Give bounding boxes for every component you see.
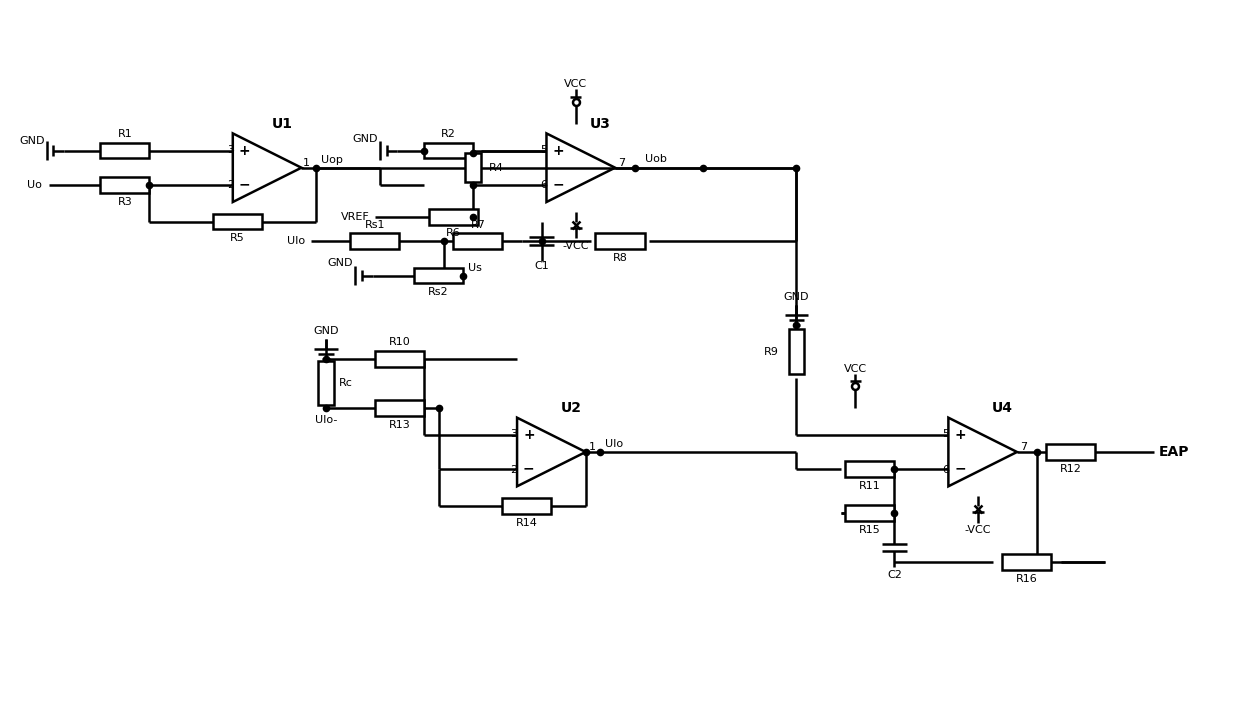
- Text: Uo: Uo: [27, 180, 42, 190]
- Text: 7: 7: [1021, 442, 1028, 452]
- Text: Us: Us: [467, 263, 482, 272]
- Text: GND: GND: [784, 292, 810, 302]
- Text: R16: R16: [1016, 574, 1038, 584]
- Bar: [789, 329, 805, 374]
- Text: 3: 3: [227, 145, 234, 155]
- Bar: [595, 234, 645, 249]
- Text: 7: 7: [619, 158, 625, 168]
- Text: VREF: VREF: [341, 212, 370, 222]
- Text: +: +: [553, 144, 564, 158]
- Text: R1: R1: [118, 129, 133, 139]
- Text: VCC: VCC: [843, 364, 867, 374]
- Text: R11: R11: [859, 481, 880, 491]
- Bar: [424, 143, 472, 158]
- Text: GND: GND: [352, 134, 378, 144]
- Text: U1: U1: [272, 117, 293, 131]
- Text: −: −: [523, 462, 534, 476]
- Bar: [846, 461, 894, 477]
- Bar: [502, 498, 552, 514]
- Text: Rc: Rc: [339, 378, 352, 389]
- Bar: [374, 400, 424, 416]
- Text: R2: R2: [441, 129, 456, 139]
- Bar: [846, 505, 894, 521]
- Text: UIo: UIo: [605, 439, 624, 449]
- Text: +: +: [523, 428, 534, 442]
- Text: GND: GND: [19, 136, 45, 146]
- Text: R6: R6: [446, 228, 461, 239]
- Text: C1: C1: [534, 260, 549, 271]
- Text: GND: GND: [314, 327, 339, 337]
- Text: Uob: Uob: [645, 154, 666, 164]
- Bar: [414, 268, 464, 284]
- Text: R9: R9: [764, 346, 779, 356]
- Text: 2: 2: [511, 465, 517, 474]
- Text: R15: R15: [859, 525, 880, 535]
- Bar: [429, 209, 477, 225]
- Text: C2: C2: [887, 570, 901, 580]
- Text: R4: R4: [489, 163, 503, 172]
- Text: Rs1: Rs1: [365, 220, 386, 230]
- Text: Uop: Uop: [321, 155, 343, 165]
- Text: R10: R10: [388, 337, 410, 347]
- Bar: [351, 234, 399, 249]
- Text: VCC: VCC: [564, 80, 588, 89]
- Text: +: +: [955, 428, 966, 442]
- Text: R3: R3: [118, 196, 133, 206]
- Text: 5: 5: [942, 429, 949, 439]
- Text: 1: 1: [303, 158, 310, 168]
- Bar: [1047, 444, 1095, 460]
- Text: 1: 1: [589, 442, 596, 452]
- Bar: [213, 214, 262, 230]
- Text: 6: 6: [942, 465, 949, 474]
- Bar: [100, 177, 150, 193]
- Text: −: −: [553, 177, 564, 191]
- Text: R7: R7: [470, 220, 485, 230]
- Text: -VCC: -VCC: [563, 241, 589, 251]
- Text: R13: R13: [388, 420, 410, 429]
- Text: 2: 2: [227, 180, 234, 190]
- Text: -VCC: -VCC: [965, 525, 991, 536]
- Text: U3: U3: [590, 117, 611, 131]
- Text: R12: R12: [1060, 464, 1081, 474]
- Text: R8: R8: [613, 253, 627, 263]
- Text: UIo-: UIo-: [315, 415, 337, 425]
- Text: R5: R5: [231, 233, 246, 244]
- Text: UIo: UIo: [286, 237, 305, 246]
- Bar: [454, 234, 502, 249]
- Text: EAP: EAP: [1159, 445, 1189, 459]
- Text: −: −: [239, 177, 250, 191]
- Text: 6: 6: [541, 180, 547, 190]
- Bar: [319, 361, 334, 406]
- Text: 5: 5: [541, 145, 547, 155]
- Bar: [100, 143, 150, 158]
- Bar: [1002, 555, 1052, 570]
- Text: −: −: [955, 462, 966, 476]
- Text: 3: 3: [511, 429, 517, 439]
- Bar: [374, 351, 424, 367]
- Text: U2: U2: [560, 401, 582, 415]
- Text: Rs2: Rs2: [428, 287, 449, 297]
- Bar: [465, 153, 481, 182]
- Text: +: +: [239, 144, 250, 158]
- Text: R14: R14: [516, 517, 538, 527]
- Text: GND: GND: [327, 258, 353, 268]
- Text: U4: U4: [992, 401, 1013, 415]
